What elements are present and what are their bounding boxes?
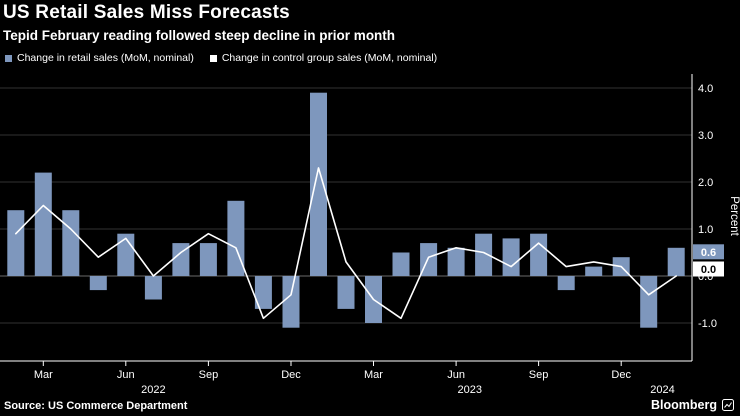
chart: Mar Jun Sep Dec Mar Jun Sep Dec 2022 2023 2024 4.0 3… (0, 74, 740, 396)
bar (337, 276, 355, 309)
y-tick-label: 4.0 (698, 83, 713, 95)
chart-subtitle: Tepid February reading followed steep de… (3, 28, 396, 43)
bar (282, 276, 300, 328)
bar (117, 233, 135, 276)
bar (89, 276, 107, 291)
y-axis-title: Percent (728, 196, 740, 236)
x-tick-label: Jun (447, 369, 465, 381)
source-credit: Source: US Commerce Department (4, 400, 188, 412)
x-tick-label: Mar (364, 369, 383, 381)
bloomberg-wordmark: Bloomberg (651, 398, 717, 412)
legend: Change in retail sales (MoM, nominal) Ch… (5, 52, 437, 64)
bar (254, 276, 272, 309)
chart-title: US Retail Sales Miss Forecasts (3, 2, 290, 23)
bar (557, 276, 575, 291)
axes (0, 74, 693, 362)
bar (475, 233, 493, 276)
latest-value-chip: 0.6 (693, 244, 724, 260)
bar (392, 252, 410, 276)
x-axis-labels: Mar Jun Sep Dec Mar Jun Sep Dec 2022 2023 2024 (34, 361, 675, 396)
latest-value-chip: 0.0 (693, 261, 724, 277)
legend-item-retail-sales: Change in retail sales (MoM, nominal) (5, 52, 194, 64)
legend-label-control-group: Change in control group sales (MoM, nomi… (221, 52, 438, 64)
bar (530, 233, 548, 276)
y-tick-label: 2.0 (698, 177, 713, 189)
control-group-swatch-icon (209, 54, 217, 62)
bar (502, 238, 520, 276)
x-tick-label: Sep (529, 369, 549, 381)
line-series (15, 167, 678, 320)
bar (34, 172, 52, 276)
latest-value-label: 0.6 (701, 247, 716, 259)
bloomberg-logo: Bloomberg (651, 398, 734, 412)
bar (585, 266, 603, 276)
bar (667, 247, 685, 276)
bar (640, 276, 658, 328)
x-tick-label: Dec (281, 369, 301, 381)
y-tick-label: -1.0 (698, 318, 717, 330)
x-tick-label: Jun (117, 369, 135, 381)
x-tick-label: Sep (199, 369, 219, 381)
bloomberg-terminal-icon (722, 399, 734, 411)
latest-value-label: 0.0 (701, 264, 716, 276)
year-label: 2022 (141, 384, 165, 396)
bar (172, 243, 190, 276)
y-axis-labels: 4.0 3.0 2.0 1.0 0.0 -1.0 Percent (698, 83, 740, 330)
bar (310, 92, 327, 276)
legend-label-retail-sales: Change in retail sales (MoM, nominal) (17, 52, 194, 64)
bar (144, 276, 162, 300)
bar (447, 247, 465, 276)
bar (7, 210, 25, 276)
x-tick-label: Mar (34, 369, 53, 381)
x-tick-label: Dec (611, 369, 631, 381)
year-label: 2024 (650, 384, 674, 396)
y-tick-label: 1.0 (698, 224, 713, 236)
year-label: 2023 (458, 384, 482, 396)
bar (199, 243, 217, 276)
bar (62, 210, 80, 276)
retail-sales-swatch-icon (5, 54, 12, 62)
y-tick-label: 3.0 (698, 130, 713, 142)
bar-series (7, 92, 685, 328)
legend-item-control-group: Change in control group sales (MoM, nomi… (209, 52, 438, 64)
